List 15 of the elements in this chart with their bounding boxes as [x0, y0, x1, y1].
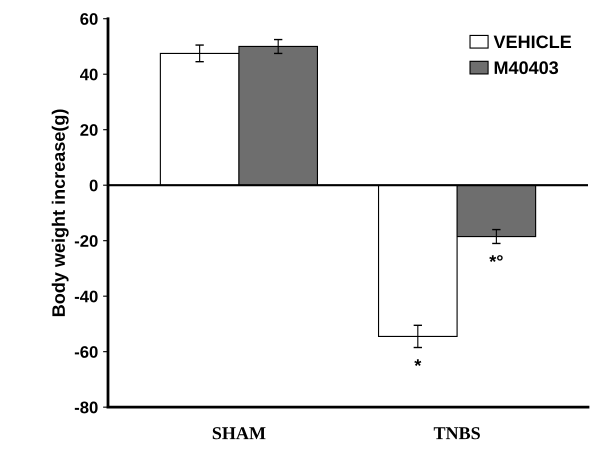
x-tick-label: SHAM	[212, 427, 266, 440]
y-tick-label: -60	[74, 346, 98, 358]
x-tick-label: TNBS	[434, 427, 480, 440]
annotation: *°	[489, 255, 503, 262]
legend-label: VEHICLE	[494, 35, 572, 48]
y-tick-label: 0	[90, 180, 98, 192]
y-tick-label: 40	[80, 68, 98, 80]
annotation: *	[414, 359, 422, 366]
y-tick-label: -40	[74, 290, 98, 302]
y-tick-label: -20	[74, 235, 98, 247]
y-tick-label: 60	[80, 13, 98, 25]
y-tick-label: -80	[74, 402, 98, 414]
legend-label: M40403	[494, 61, 558, 74]
y-axis-title: Body weight increase(g)	[52, 109, 69, 316]
y-tick-label: 20	[80, 124, 98, 136]
